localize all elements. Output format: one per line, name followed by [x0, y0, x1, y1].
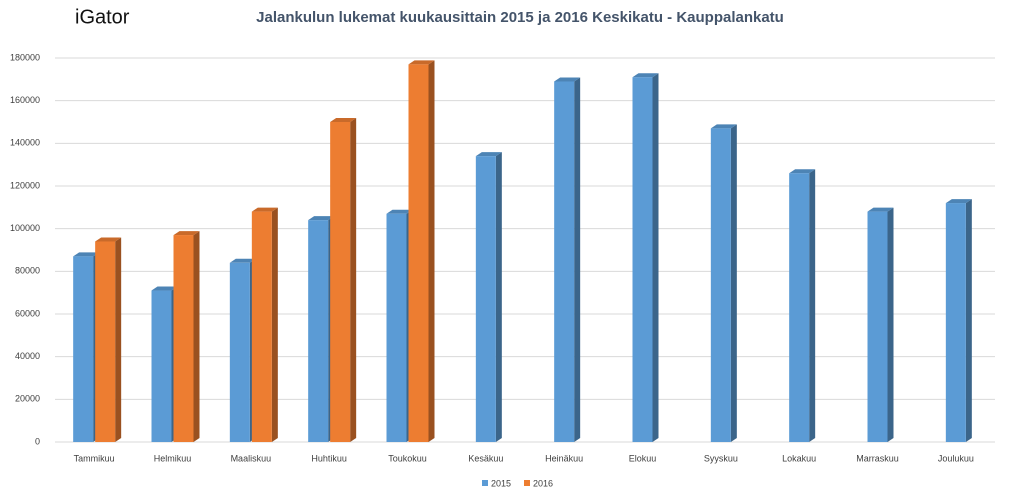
bar-top [95, 237, 122, 242]
x-tick-label: Huhtikuu [311, 453, 347, 463]
bar-side [495, 152, 502, 442]
chart-title: Jalankulun lukemat kuukausittain 2015 ja… [256, 9, 784, 26]
y-tick-label: 40000 [15, 351, 40, 361]
bar [330, 122, 351, 442]
bar-top [229, 258, 256, 263]
bar-top [73, 252, 100, 257]
bar-top [789, 169, 816, 174]
bar-top [330, 118, 357, 122]
bar-side [887, 207, 894, 442]
y-tick-label: 140000 [10, 138, 40, 148]
bar [73, 256, 94, 442]
y-tick-label: 80000 [15, 266, 40, 276]
bar [308, 220, 329, 442]
bar [408, 64, 429, 443]
bar [867, 211, 888, 442]
bar-top [408, 60, 435, 65]
bar [173, 235, 194, 442]
y-tick-label: 180000 [10, 52, 40, 62]
y-tick-label: 0 [35, 436, 40, 446]
bar [475, 156, 496, 442]
bar [229, 262, 250, 442]
bar [554, 81, 575, 442]
bar [789, 173, 810, 442]
x-tick-label: Helmikuu [154, 453, 192, 463]
bar [386, 213, 407, 442]
x-tick-label: Syyskuu [704, 453, 738, 463]
y-tick-label: 100000 [10, 223, 40, 233]
bar-top [710, 124, 737, 129]
y-tick-label: 120000 [10, 180, 40, 190]
bar-side [965, 199, 972, 442]
bar [95, 241, 116, 442]
legend-swatch [482, 480, 488, 486]
x-tick-label: Kesäkuu [468, 453, 503, 463]
bar-side [574, 77, 581, 442]
legend-label: 2016 [533, 478, 553, 488]
bar-top [151, 286, 178, 291]
bar-top [632, 73, 659, 78]
bar-top [251, 207, 278, 212]
bar-top [475, 152, 502, 157]
bar-side [115, 237, 122, 442]
bar-side [428, 60, 435, 443]
legend-label: 2015 [491, 478, 511, 488]
bar-side [193, 231, 200, 442]
x-tick-label: Toukokuu [388, 453, 427, 463]
bar-side [271, 207, 278, 442]
bar-top [173, 231, 200, 236]
bar-side [809, 169, 816, 442]
bar-top [867, 207, 894, 212]
bar-side [730, 124, 737, 443]
x-tick-label: Elokuu [629, 453, 657, 463]
bar [632, 77, 653, 442]
x-tick-label: Joulukuu [938, 453, 974, 463]
x-tick-label: Maaliskuu [231, 453, 272, 463]
x-tick-label: Heinäkuu [545, 453, 583, 463]
bar-side [350, 118, 357, 442]
x-tick-label: Tammikuu [74, 453, 115, 463]
bar [710, 128, 731, 442]
legend-swatch [524, 480, 530, 486]
y-tick-label: 60000 [15, 308, 40, 318]
bar-top [554, 77, 581, 82]
x-tick-label: Marraskuu [856, 453, 899, 463]
bar-side [652, 73, 659, 442]
bar-top [945, 199, 972, 204]
y-tick-label: 160000 [10, 95, 40, 105]
y-tick-label: 20000 [15, 394, 40, 404]
bar [151, 290, 172, 442]
bar-top [308, 216, 335, 221]
bar-top [386, 209, 413, 214]
brand: iGator [75, 6, 130, 28]
x-tick-label: Lokakuu [782, 453, 816, 463]
bar [945, 203, 966, 442]
bar [251, 211, 272, 442]
